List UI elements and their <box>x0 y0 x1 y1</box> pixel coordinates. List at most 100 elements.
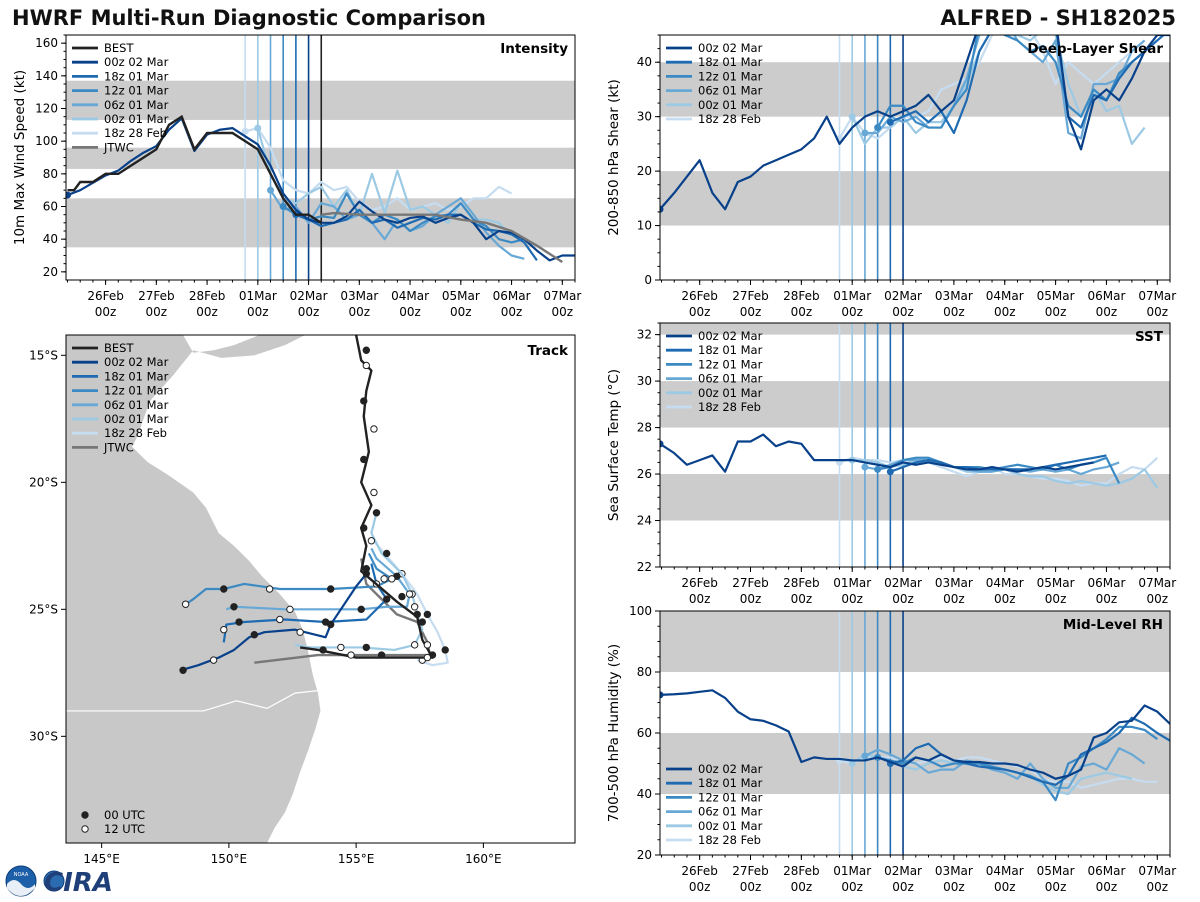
sst-ytick-label: 26 <box>637 467 652 481</box>
intensity-xtick-label-hour: 00z <box>349 305 371 319</box>
sst-ytick-label: 24 <box>637 514 652 528</box>
intensity-legend-label: 12z 01 Mar <box>104 84 169 98</box>
shear-series-00z-02-mar <box>660 35 1170 211</box>
sst-xtick-label-date: 07Mar <box>1138 576 1176 590</box>
rh-ytick-label: 40 <box>637 787 652 801</box>
intensity-legend-label: 00z 02 Mar <box>104 55 169 69</box>
track-run-point-00z-02-mar <box>250 631 259 639</box>
intensity-xtick-label-hour: 00z <box>146 305 168 319</box>
track-run-point-00z-01-mar <box>382 549 391 558</box>
shear-xtick-label-date: 02Mar <box>884 289 922 303</box>
sst-band-2 <box>660 323 1170 335</box>
shear-init-point-06z-01-mar <box>861 129 869 137</box>
shear-legend-label: 06z 01 Mar <box>698 84 763 98</box>
track-best-point <box>367 537 376 545</box>
shear-xtick-label-hour: 00z <box>943 305 965 319</box>
track-run-point-06z-01-mar <box>230 603 238 611</box>
rh-legend-label: 00z 01 Mar <box>698 819 763 833</box>
sst-legend-label: 00z 01 Mar <box>698 386 763 400</box>
shear-plot-area <box>660 35 1170 280</box>
track-legend-label: 18z 01 Mar <box>104 369 169 383</box>
sst-band-0 <box>660 474 1170 521</box>
sst-xtick-label-hour: 00z <box>943 592 965 606</box>
sst-band-1 <box>660 381 1170 428</box>
track-run-06z-01-mar <box>225 547 411 611</box>
sst-series-18z-01-mar <box>889 454 1107 473</box>
rh-ytick-label: 60 <box>637 726 652 740</box>
sst-xtick-label-hour: 00z <box>892 592 914 606</box>
track-marker-legend-label: 00 UTC <box>104 808 145 822</box>
sst-ytick-label: 28 <box>637 421 652 435</box>
sst-xtick-label-date: 28Feb <box>783 576 820 590</box>
track-best-point <box>362 361 371 370</box>
intensity-panel-title: Intensity <box>500 41 568 57</box>
track-panel: 145°E 150°E 155°E 160°E 15°S 20°S 25°S 30°S Trac… <box>29 334 576 866</box>
shear-xtick-label-date: 01Mar <box>833 289 871 303</box>
track-xtick-label: 150°E <box>211 852 248 866</box>
track-run-point-18z-01-mar <box>276 615 284 624</box>
sst-panel-title: SST <box>1135 329 1164 345</box>
track-run-point-00z-02-mar <box>326 620 335 629</box>
sst-xtick-label-date: 01Mar <box>833 576 871 590</box>
rh-legend-label: 12z 01 Mar <box>698 790 763 804</box>
intensity-init-point-06z-01-mar <box>267 186 275 194</box>
rh-xtick-label-hour: 00z <box>1146 880 1168 894</box>
track-run-point-18z-28-feb <box>441 646 449 654</box>
track-best-point <box>362 564 371 573</box>
track-marker-legend-label: 12 UTC <box>104 822 145 836</box>
intensity-init-point-00z-01-mar <box>254 124 262 132</box>
track-frame <box>65 334 576 844</box>
intensity-legend-label: BEST <box>104 41 134 55</box>
shear-xtick-label-date: 06Mar <box>1087 289 1125 303</box>
sst-xtick-label-date: 27Feb <box>732 576 769 590</box>
shear-series-18z-01-mar <box>889 35 1166 135</box>
noaa-logo-text: NOAA <box>14 872 29 878</box>
shear-ylabel: 200-850 hPa Shear (kt) <box>606 79 622 236</box>
track-run-point-12z-01-mar <box>181 600 190 608</box>
track-run-point-12z-01-mar <box>388 575 396 583</box>
track-legend-label: 18z 28 Feb <box>104 426 167 440</box>
track-ytick-label: 20°S <box>29 475 58 489</box>
sst-xtick-label-hour: 00z <box>841 592 863 606</box>
intensity-xtick-label-hour: 00z <box>196 305 218 319</box>
intensity-legend-label: JTWC <box>103 140 134 154</box>
rh-xtick-label-date: 01Mar <box>833 864 871 878</box>
intensity-xtick-label-date: 06Mar <box>493 289 531 303</box>
sst-legend-label: 18z 01 Mar <box>698 343 763 357</box>
rh-series-00z-02-mar <box>660 689 1170 780</box>
intensity-series-18z-28-feb <box>244 127 513 211</box>
track-best-point <box>360 524 368 532</box>
rh-xtick-label-date: 26Feb <box>681 864 718 878</box>
rh-series-18z-28-feb <box>839 756 1158 790</box>
rh-xtick-label-hour: 00z <box>791 880 813 894</box>
intensity-xtick-label-date: 28Feb <box>189 289 226 303</box>
rh-xtick-label-date: 27Feb <box>732 864 769 878</box>
intensity-series-best <box>67 114 322 224</box>
shear-init-point-00z-02-mar <box>660 205 664 213</box>
noaa-wave-icon <box>7 880 35 896</box>
intensity-ytick-label: 140 <box>35 69 58 83</box>
sst-legend-label: 00z 02 Mar <box>698 329 763 343</box>
sst-xtick-label-hour: 00z <box>689 592 711 606</box>
sst-init-point-18z-01-mar <box>886 468 894 476</box>
sst-xtick-label-date: 06Mar <box>1087 576 1125 590</box>
intensity-xtick-label-date: 04Mar <box>391 289 429 303</box>
intensity-ytick-label: 80 <box>43 167 58 181</box>
sst-xtick-label-hour: 00z <box>1096 592 1118 606</box>
storm-title: ALFRED - SH182025 <box>940 6 1176 30</box>
shear-ytick-label: 40 <box>637 55 652 69</box>
track-legend-label: BEST <box>104 341 134 355</box>
intensity-legend-label: 18z 01 Mar <box>104 69 169 83</box>
shear-xtick-label-date: 27Feb <box>732 289 769 303</box>
sst-init-point-00z-02-mar <box>660 440 664 448</box>
sst-frame <box>659 322 1171 568</box>
rh-panel: 20 40 60 80 100 26Feb 00z 27Feb 00z 28Feb 00z 01Mar… <box>606 604 1176 894</box>
intensity-xtick-label-date: 03Mar <box>340 289 378 303</box>
shear-legend-label: 18z 01 Mar <box>698 55 763 69</box>
track-run-point-12z-01-mar <box>265 585 274 593</box>
sst-xtick-label-date: 02Mar <box>884 576 922 590</box>
shear-xtick-label-hour: 00z <box>994 305 1016 319</box>
sst-xtick-label-hour: 00z <box>1146 592 1168 606</box>
track-plot-area <box>66 335 575 843</box>
